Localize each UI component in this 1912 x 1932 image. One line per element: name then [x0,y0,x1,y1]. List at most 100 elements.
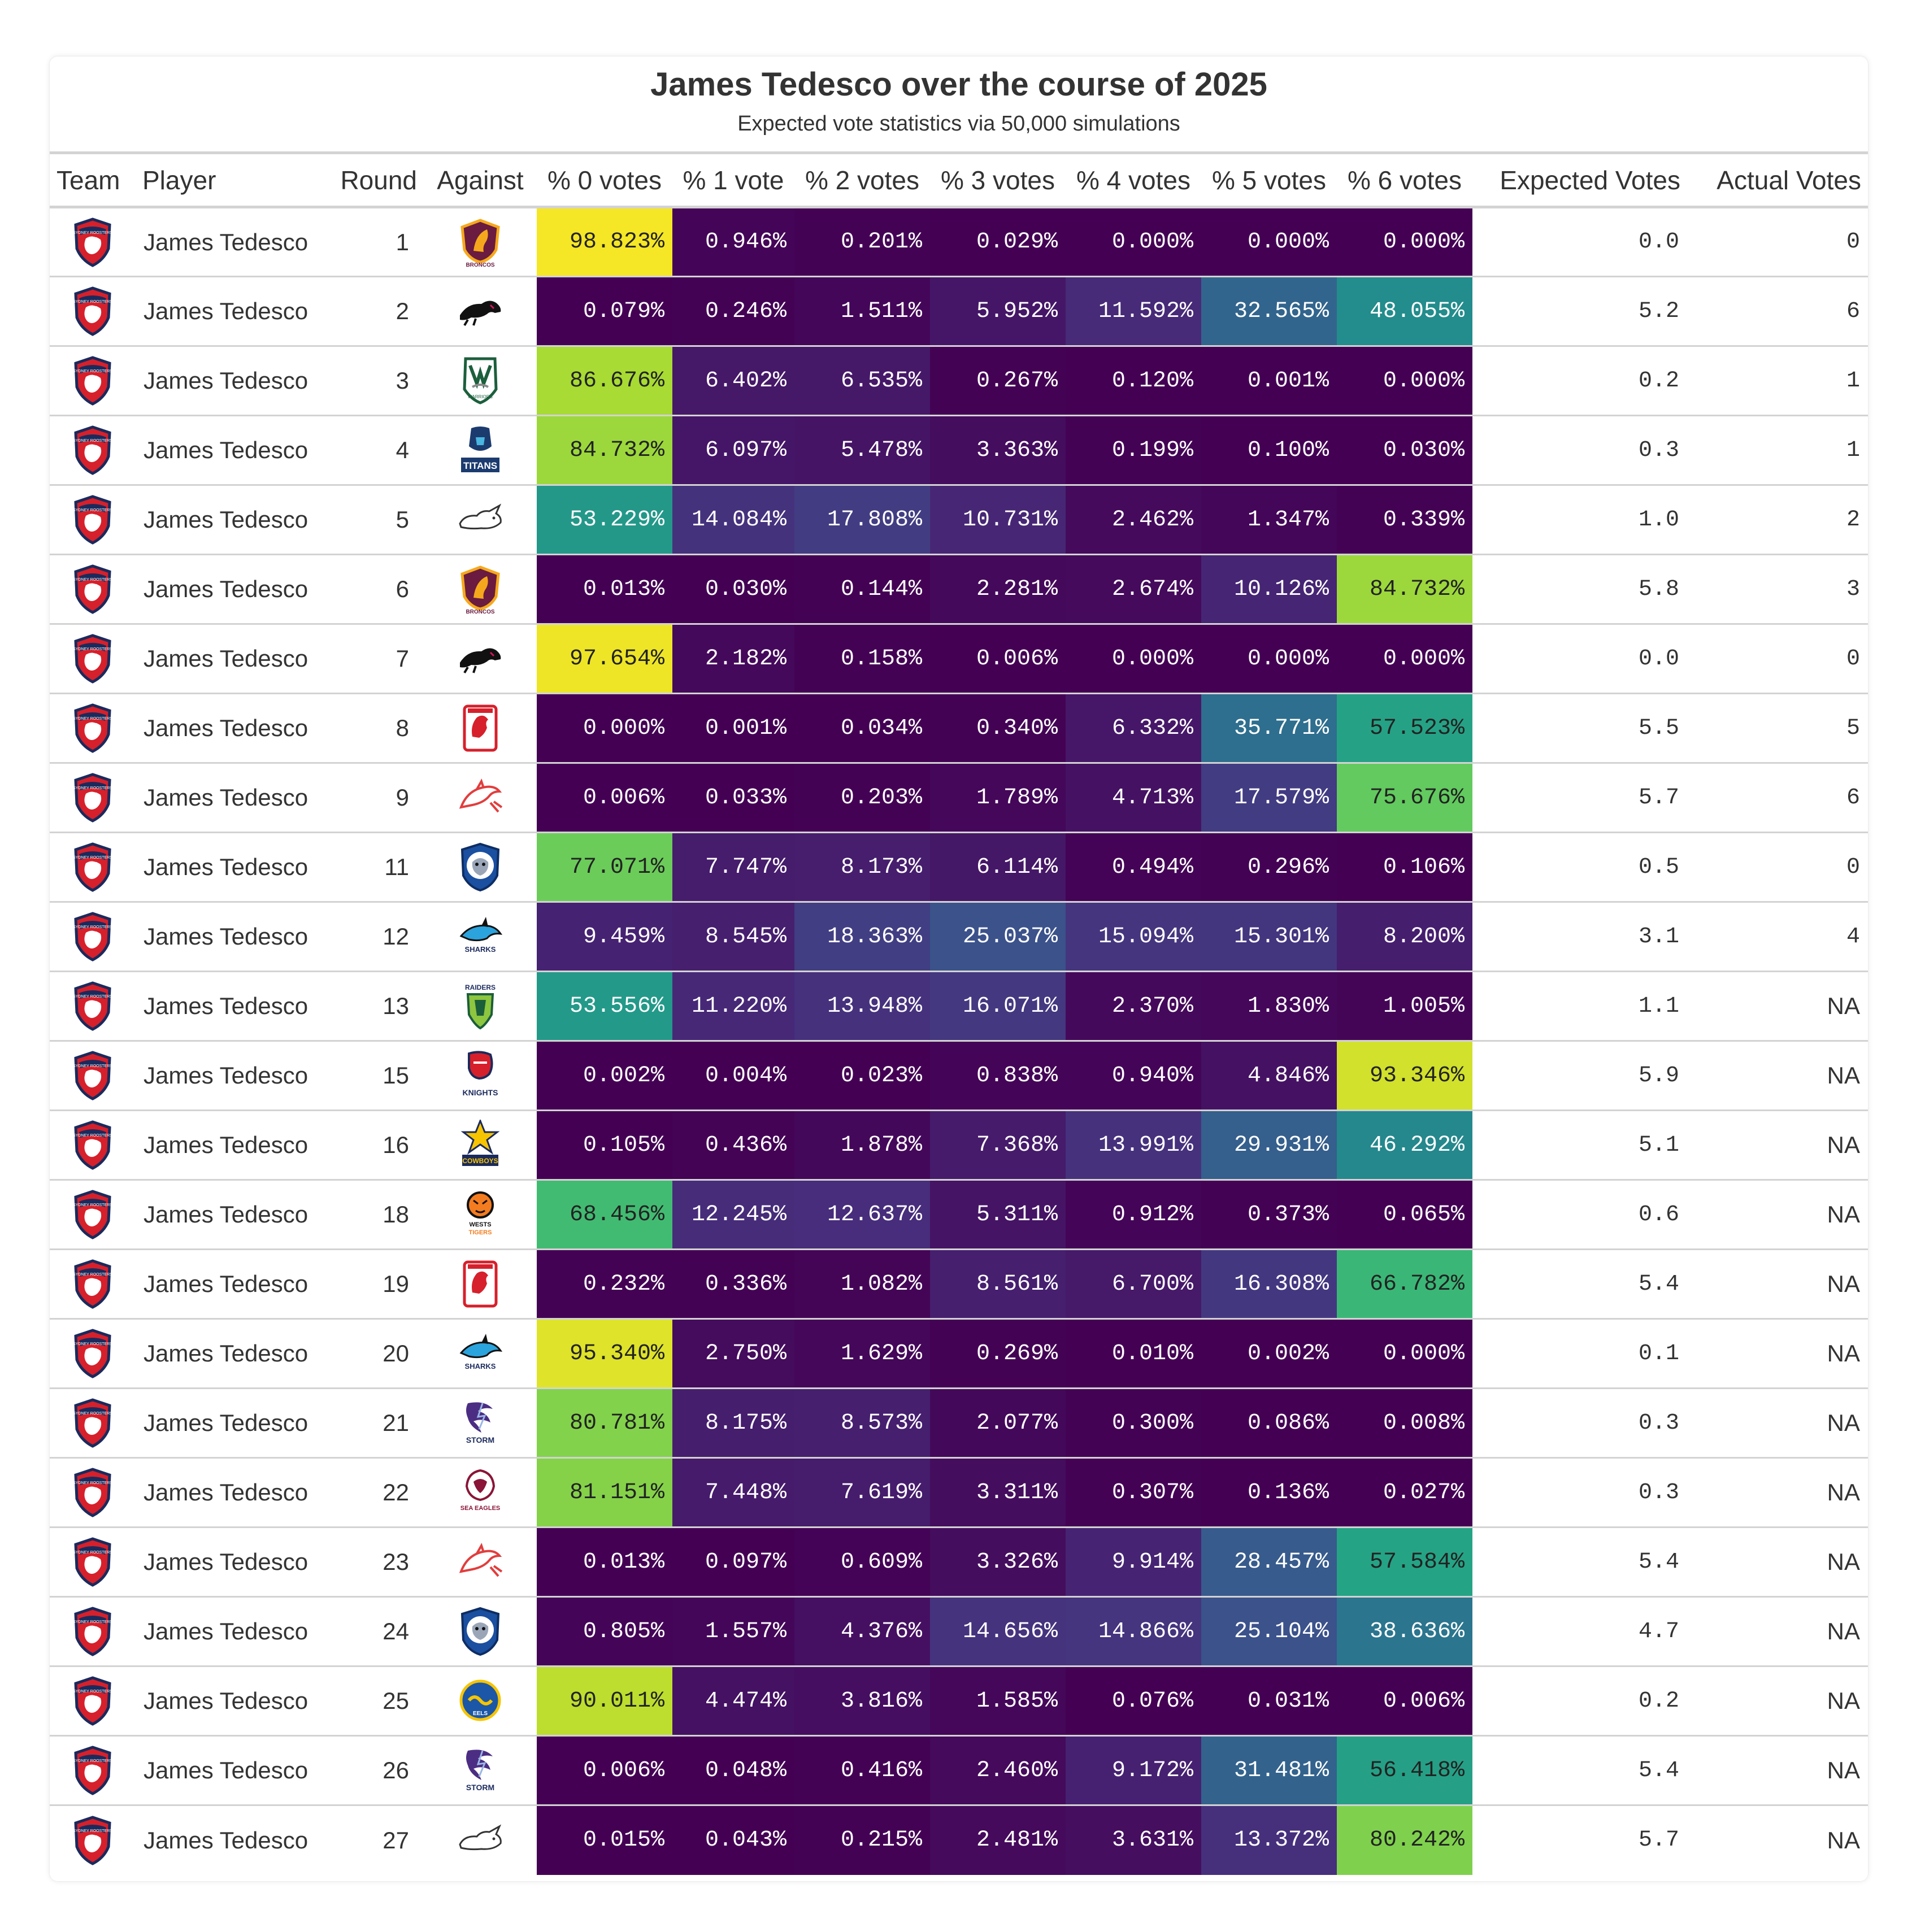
expected-votes-cell: 5.7 [1472,763,1687,833]
pct-1-cell: 7.448% [672,1457,794,1528]
team-cell: SYDNEY ROOSTERS [50,485,136,555]
pct-6-cell: 0.008% [1337,1388,1472,1459]
team-cell: SYDNEY ROOSTERS [50,971,136,1042]
pct-1-cell: 0.946% [672,207,794,277]
round-cell: 9 [322,763,424,833]
expected-votes-cell: 1.0 [1472,485,1687,555]
against-cell [424,693,537,764]
header-pct-5: % 5 votes [1201,151,1337,208]
pct-3-cell: 0.340% [930,693,1066,764]
tigers-logo: WESTS TIGERS [457,1189,504,1240]
player-cell: James Tedesco [136,693,322,764]
against-cell [424,1596,537,1667]
pct-5-cell: 17.579% [1201,763,1337,833]
pct-5-cell: 10.126% [1201,554,1337,625]
pct-6-cell: 0.000% [1337,624,1472,694]
svg-text:RAIDERS: RAIDERS [465,984,496,991]
svg-text:SYDNEY ROOSTERS: SYDNEY ROOSTERS [73,578,112,582]
expected-votes-cell: 5.9 [1472,1041,1687,1111]
expected-votes-cell: 0.0 [1472,624,1687,694]
table-row: SYDNEY ROOSTERS James Tedesco 22 SEA EAGLES… [50,1457,1868,1528]
pct-2-cell: 8.173% [794,832,930,903]
pct-1-cell: 0.030% [672,554,794,625]
round-cell: 1 [322,207,424,277]
roosters-logo: SYDNEY ROOSTERS [69,1815,116,1866]
sea-eagles-logo: SEA EAGLES [457,1467,504,1518]
pct-5-cell: 0.296% [1201,832,1337,903]
round-cell: 15 [322,1041,424,1111]
pct-4-cell: 0.199% [1066,415,1201,486]
player-cell: James Tedesco [136,1527,322,1598]
round-cell: 26 [322,1735,424,1806]
pct-0-cell: 86.676% [537,346,672,416]
svg-text:TIGERS: TIGERS [469,1229,492,1236]
svg-text:SYDNEY ROOSTERS: SYDNEY ROOSTERS [73,995,112,999]
pct-3-cell: 0.029% [930,207,1066,277]
header-row: Team Player Round Against % 0 votes % 1 … [50,151,1868,208]
table-row: SYDNEY ROOSTERS James Tedesco 16 COWBOYS 0.1… [50,1110,1868,1181]
roosters-logo: SYDNEY ROOSTERS [69,1537,116,1587]
table-row: SYDNEY ROOSTERS James Tedesco 3 WARRIORS 86.… [50,346,1868,416]
pct-1-cell: 2.182% [672,624,794,694]
pct-3-cell: 3.311% [930,1457,1066,1528]
team-cell: SYDNEY ROOSTERS [50,1249,136,1320]
eels-logo: EELS [457,1676,504,1726]
svg-text:WESTS: WESTS [469,1221,491,1228]
pct-6-cell: 84.732% [1337,554,1472,625]
expected-votes-cell: 5.2 [1472,276,1687,347]
broncos-logo: BRONCOS [457,217,504,268]
pct-6-cell: 46.292% [1337,1110,1472,1181]
player-cell: James Tedesco [136,1249,322,1320]
expected-votes-cell: 5.4 [1472,1735,1687,1806]
round-cell: 12 [322,902,424,972]
player-cell: James Tedesco [136,1110,322,1181]
svg-text:SYDNEY ROOSTERS: SYDNEY ROOSTERS [73,1064,112,1068]
pct-0-cell: 0.000% [537,693,672,764]
header-team: Team [50,151,136,208]
pct-6-cell: 0.000% [1337,207,1472,277]
pct-2-cell: 12.637% [794,1180,930,1250]
pct-6-cell: 0.000% [1337,346,1472,416]
pct-5-cell: 13.372% [1201,1805,1337,1875]
header-pct-4: % 4 votes [1066,151,1201,208]
roosters-logo: SYDNEY ROOSTERS [69,1189,116,1240]
actual-votes-cell: NA [1687,1249,1868,1320]
pct-4-cell: 9.172% [1066,1735,1201,1806]
player-cell: James Tedesco [144,1826,308,1853]
against-cell [424,276,537,347]
against-cell [424,485,537,555]
pct-3-cell: 1.585% [930,1666,1066,1737]
pct-2-cell: 0.034% [794,693,930,764]
pct-4-cell: 0.307% [1066,1457,1201,1528]
header-pct-3: % 3 votes [930,151,1066,208]
header-actual: Actual Votes [1687,151,1868,208]
expected-votes-cell: 5.4 [1472,1527,1687,1598]
table-body: SYDNEY ROOSTERS James Tedesco 1 BRONCOS 98.8… [50,207,1868,1875]
pct-4-cell: 11.592% [1066,276,1201,347]
pct-5-cell: 31.481% [1201,1735,1337,1806]
pct-5-cell: 32.565% [1201,276,1337,347]
pct-4-cell: 3.631% [1066,1805,1201,1875]
pct-0-cell: 0.805% [537,1596,672,1667]
team-cell: SYDNEY ROOSTERS [50,693,136,764]
against-cell [424,1805,537,1875]
actual-votes-cell: NA [1687,1319,1868,1389]
against-cell: KNIGHTS [424,1041,537,1111]
pct-3-cell: 2.077% [930,1388,1066,1459]
header-round: Round [322,151,424,208]
bulldogs-logo [457,842,504,893]
pct-6-cell: 57.584% [1337,1527,1472,1598]
expected-votes-cell: 0.5 [1472,832,1687,903]
player-cell: James Tedesco [136,1041,322,1111]
pct-5-cell: 28.457% [1201,1527,1337,1598]
pct-3-cell: 2.481% [930,1805,1066,1875]
pct-4-cell: 2.370% [1066,971,1201,1042]
svg-text:BRONCOS: BRONCOS [466,262,494,268]
pct-0-cell: 0.232% [537,1249,672,1320]
pct-2-cell: 3.816% [794,1666,930,1737]
table-row: SYDNEY ROOSTERS James Tedesco 8 0.000% 0.001… [50,693,1868,764]
pct-2-cell: 0.203% [794,763,930,833]
expected-votes-cell: 0.6 [1472,1180,1687,1250]
pct-6-cell: 8.200% [1337,902,1472,972]
team-cell: SYDNEY ROOSTERS [50,207,136,277]
